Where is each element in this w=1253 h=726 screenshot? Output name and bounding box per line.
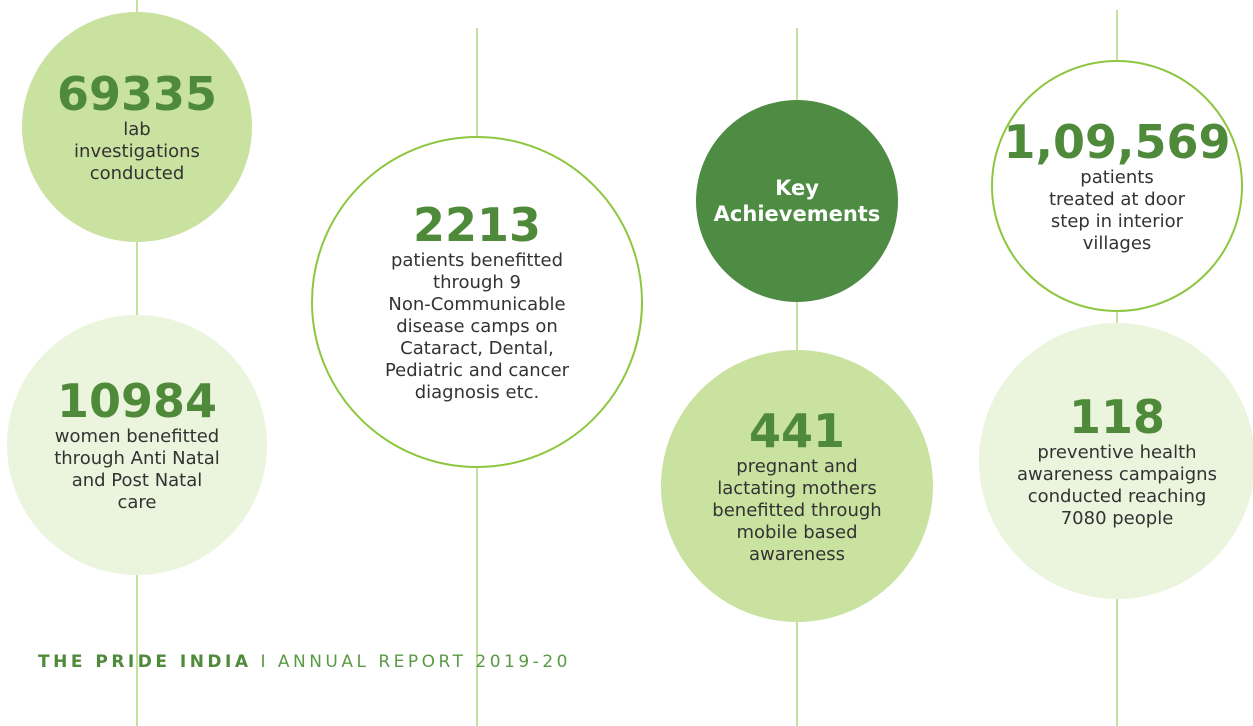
stat-description: villages: [1082, 233, 1152, 254]
stat-description: lactating mothers: [717, 478, 877, 499]
stat-description: awareness: [748, 544, 846, 565]
stat-description: lab: [123, 119, 151, 140]
stat-description: disease camps on: [396, 316, 558, 337]
stat-number: 69335: [56, 67, 218, 121]
stat-description: diagnosis etc.: [414, 382, 540, 403]
stat-description: through 9: [433, 272, 521, 293]
stat-description: through Anti Natal: [54, 448, 220, 469]
stat-description: 7080 people: [1060, 508, 1174, 529]
stat-number: 2213: [412, 198, 542, 252]
stat-description: Pediatric and cancer: [384, 360, 570, 381]
stat-description: preventive health: [1037, 442, 1197, 463]
stat-number: 118: [1068, 390, 1166, 444]
separator: I: [260, 652, 269, 672]
stat-description: patients: [1080, 167, 1154, 188]
stat-description: investigations: [74, 141, 200, 162]
stat-circle: 10984 women benefitted through Anti Natal a…: [7, 315, 267, 575]
footer: THE PRIDE INDIA I ANNUAL REPORT 2019-20: [38, 652, 571, 672]
stat-circle: 69335 lab investigations conducted: [22, 12, 252, 242]
stat-number: 10984: [56, 374, 218, 428]
stat-number: 1,09,569: [1003, 115, 1231, 169]
stat-description: Cataract, Dental,: [400, 338, 554, 359]
stat-circle: 1,09,569 patients treated at door step in i…: [991, 60, 1243, 312]
stat-description: women benefitted: [54, 426, 220, 447]
title-line: Achievements: [713, 202, 881, 226]
stat-description: mobile based: [736, 522, 858, 543]
stat-description: treated at door: [1048, 189, 1186, 210]
title-line: Key: [775, 176, 819, 200]
report-title: ANNUAL REPORT 2019-20: [277, 652, 571, 672]
stat-description: conducted: [89, 163, 185, 184]
stat-description: Non-Communicable: [388, 294, 566, 315]
stat-circle: 118 preventive health awareness campaigns c…: [979, 323, 1253, 599]
stat-circle: 441 pregnant and lactating mothers benefitt…: [661, 350, 933, 622]
stat-description: care: [117, 492, 157, 513]
brand: THE PRIDE INDIA: [38, 652, 252, 672]
stat-description: step in interior: [1050, 211, 1184, 232]
stat-description: pregnant and: [736, 456, 858, 477]
stat-description: awareness campaigns: [1017, 464, 1217, 485]
stat-circle: 2213 patients benefitted through 9 Non-Comm…: [311, 136, 643, 468]
stat-description: patients benefitted: [390, 250, 564, 271]
stat-circle: Key Achievements: [696, 100, 898, 302]
stat-description: benefitted through: [712, 500, 882, 521]
stat-number: 441: [748, 404, 846, 458]
stat-description: conducted reaching: [1027, 486, 1207, 507]
stat-description: and Post Natal: [71, 470, 203, 491]
